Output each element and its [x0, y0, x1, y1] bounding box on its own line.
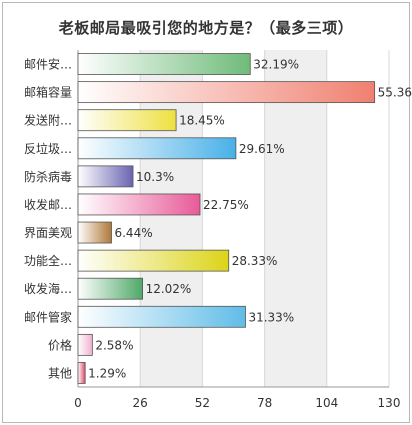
bar-value-label: 29.61%	[239, 142, 285, 156]
category-label: 价格	[48, 337, 72, 352]
x-tick-label: 104	[315, 396, 338, 410]
grid-band	[78, 50, 141, 387]
bar-value-label: 18.45%	[179, 114, 225, 128]
bar-value-label: 12.02%	[146, 282, 192, 296]
grid-band	[264, 50, 327, 387]
category-label: 防杀病毒	[24, 169, 72, 184]
bar-value-label: 31.33%	[248, 310, 294, 324]
bar	[77, 165, 134, 188]
category-label: 反垃圾…	[24, 141, 72, 156]
category-label: 邮件管家	[24, 309, 72, 324]
bar-value-label: 32.19%	[253, 58, 299, 72]
bar	[77, 277, 143, 300]
bar-value-label: 28.33%	[232, 254, 278, 268]
bar	[77, 333, 93, 356]
category-label: 发送附…	[24, 113, 72, 128]
x-tick-label: 26	[133, 396, 148, 410]
bar-value-label: 22.75%	[203, 198, 249, 212]
bar	[77, 249, 230, 272]
x-tick-label: 0	[74, 396, 82, 410]
category-label: 邮件安…	[24, 57, 72, 72]
bar	[77, 81, 376, 104]
bar-value-label: 10.3%	[136, 170, 174, 184]
chart-title: 老板邮局最吸引您的地方是？（最多三项）	[58, 19, 354, 37]
x-tick-label: 130	[378, 396, 401, 410]
category-label: 其他	[48, 366, 72, 380]
category-label: 界面美观	[24, 226, 72, 240]
bar	[77, 221, 112, 244]
bar	[77, 193, 201, 216]
category-label: 收发邮…	[24, 197, 72, 212]
grid-band	[140, 50, 203, 387]
bar	[77, 137, 237, 160]
bar	[77, 109, 177, 132]
grid-band	[202, 50, 265, 387]
x-tick-label: 52	[195, 396, 210, 410]
category-label: 邮箱容量	[24, 85, 72, 100]
grid-band	[326, 50, 389, 387]
bar	[77, 53, 251, 75]
bar-value-label: 1.29%	[88, 366, 126, 380]
bar	[77, 362, 86, 384]
bar-value-label: 55.36%	[378, 86, 412, 100]
category-label: 功能全…	[24, 253, 72, 268]
category-label: 收发海…	[24, 281, 72, 296]
bar	[77, 305, 246, 328]
bar-value-label: 6.44%	[114, 226, 152, 240]
bar-value-label: 2.58%	[95, 338, 133, 352]
x-tick-label: 78	[257, 396, 272, 410]
